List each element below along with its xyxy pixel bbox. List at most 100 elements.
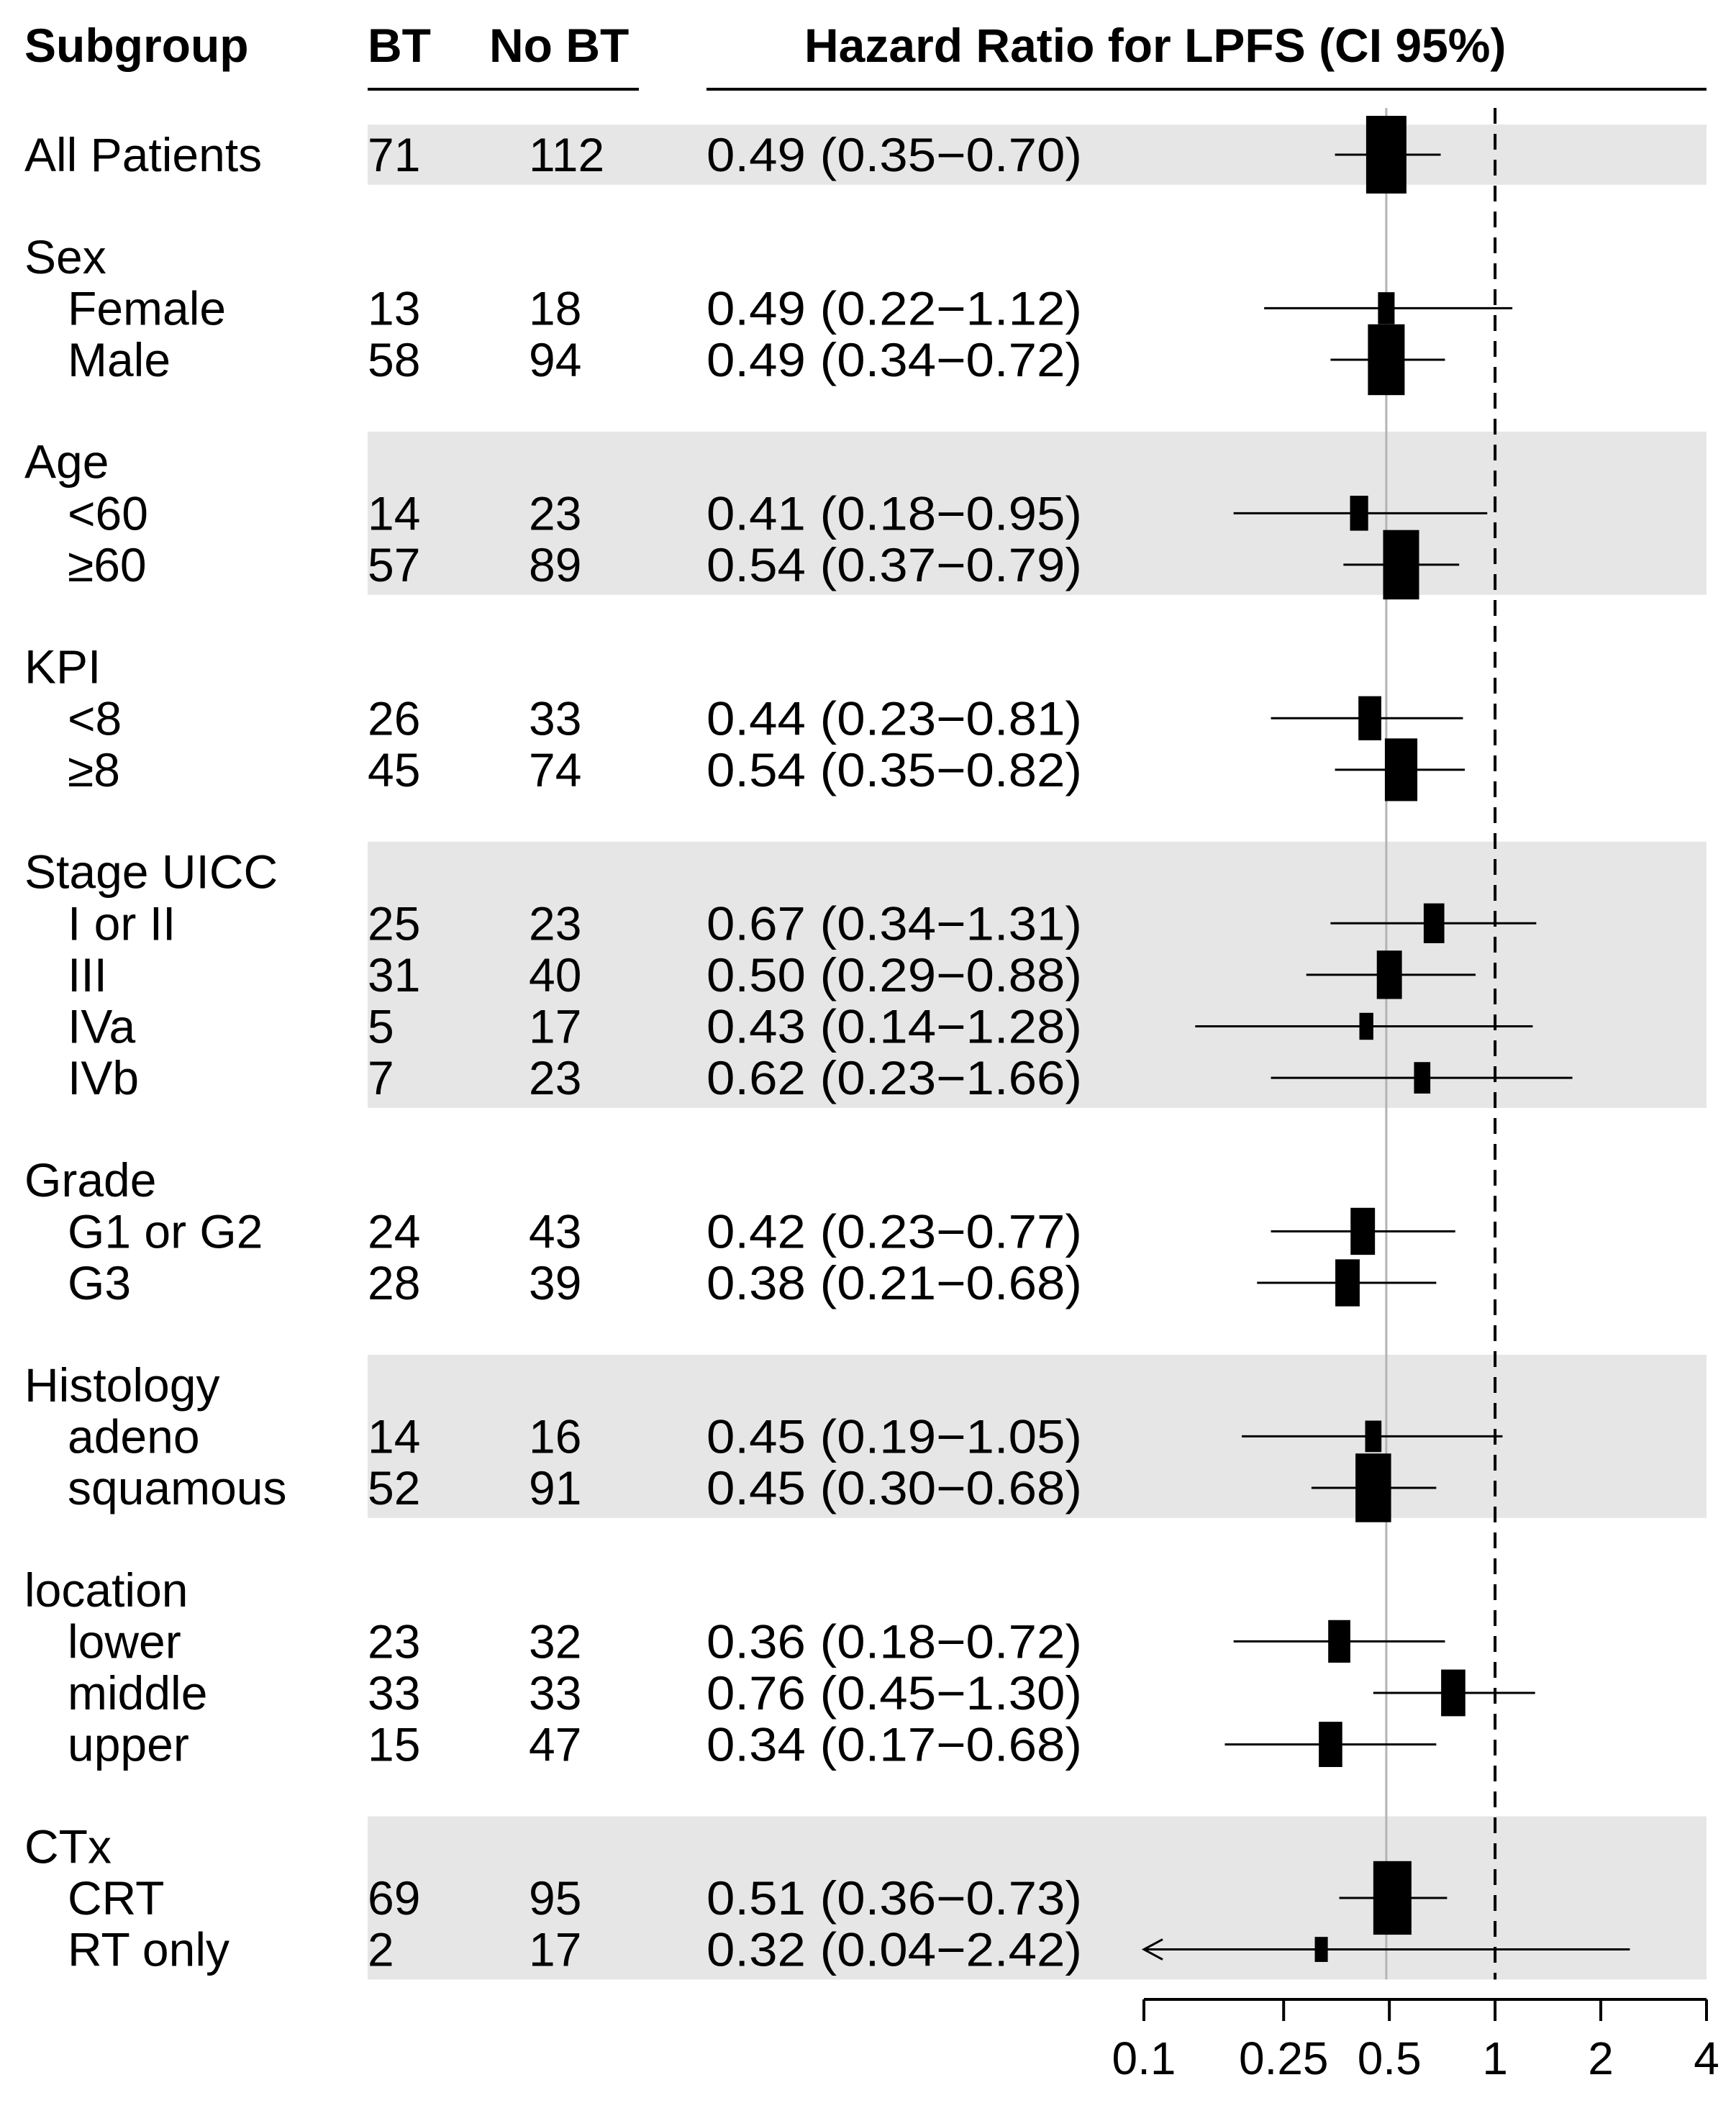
group-heading-age: Age [24, 435, 109, 489]
row-label: <60 [68, 486, 148, 540]
row-label: adeno [68, 1409, 200, 1463]
row-hr-text: 0.45 (0.30−0.68) [706, 1461, 1082, 1514]
row-bt-count: 26 [368, 691, 420, 745]
table-header: Subgroup BT No BT Hazard Ratio for LPFS … [24, 19, 1707, 91]
row-hr-text: 0.41 (0.18−0.95) [706, 486, 1082, 540]
row-no-bt-count: 47 [529, 1718, 581, 1771]
row-no-bt-count: 23 [529, 486, 581, 540]
row-no-bt-count: 43 [529, 1204, 581, 1258]
row-hr-text: 0.54 (0.35−0.82) [706, 743, 1082, 796]
row-hr-text: 0.32 (0.04−2.42) [706, 1923, 1082, 1976]
row-bt-count: 14 [368, 486, 420, 540]
row-no-bt-count: 74 [529, 743, 581, 796]
row-no-bt-count: 40 [529, 948, 581, 1001]
row-hr-text: 0.36 (0.18−0.72) [706, 1614, 1082, 1668]
hr-point-box [1414, 1062, 1431, 1094]
row-hr-text: 0.49 (0.22−1.12) [706, 281, 1082, 335]
x-tick-label: 0.5 [1358, 2032, 1422, 2084]
row-label: middle [68, 1666, 207, 1720]
row-no-bt-count: 23 [529, 1051, 581, 1104]
row-label: upper [68, 1718, 189, 1771]
row-label: G3 [68, 1256, 131, 1309]
group-heading-histology: Histology [24, 1358, 219, 1412]
group-heading-sex: Sex [24, 230, 106, 283]
row-hr-text: 0.45 (0.19−1.05) [706, 1409, 1082, 1463]
row-bt-count: 28 [368, 1256, 420, 1309]
group-heading-ctx: CTx [24, 1820, 112, 1873]
hr-point-box [1441, 1669, 1465, 1717]
row-no-bt-count: 16 [529, 1409, 581, 1463]
row-hr-text: 0.38 (0.21−0.68) [706, 1256, 1082, 1309]
row-hr-text: 0.67 (0.34−1.31) [706, 896, 1082, 950]
group-heading-stage-uicc: Stage UICC [24, 845, 278, 899]
row-no-bt-count: 33 [529, 1666, 581, 1720]
row-no-bt-count: 91 [529, 1461, 581, 1514]
x-tick-label: 4 [1694, 2032, 1719, 2084]
row-label: G1 or G2 [68, 1204, 263, 1258]
row-label: lower [68, 1614, 181, 1668]
band-all-patients [368, 124, 1707, 185]
row-hr-text: 0.34 (0.17−0.68) [706, 1718, 1082, 1771]
row-label: ≥60 [68, 538, 147, 591]
x-tick-label: 1 [1482, 2032, 1508, 2084]
row-hr-text: 0.44 (0.23−0.81) [706, 691, 1082, 745]
row-label: Male [68, 333, 171, 386]
row-no-bt-count: 18 [529, 281, 581, 335]
row-hr-text: 0.49 (0.34−0.72) [706, 333, 1082, 386]
hr-point-box [1365, 116, 1406, 194]
hr-point-box [1328, 1620, 1350, 1663]
row-no-bt-count: 17 [529, 999, 581, 1053]
row-no-bt-count: 94 [529, 333, 581, 386]
row-label: Female [68, 281, 226, 335]
row-bt-count: 5 [368, 999, 394, 1053]
row-label: III [68, 948, 107, 1001]
table-rows: All Patients 71 112 0.49 (0.35−0.70) SexFema… [24, 116, 1630, 1976]
row-no-bt-count: 89 [529, 538, 581, 591]
row-bt-count: 14 [368, 1409, 420, 1463]
hr-point-box [1335, 1259, 1360, 1307]
hr-point-box [1355, 1453, 1391, 1522]
row-bt-count: 13 [368, 281, 420, 335]
hr-point-box [1359, 1012, 1373, 1040]
hr-point-box [1358, 696, 1381, 740]
row-label: squamous [68, 1461, 287, 1514]
row-bt-count: 57 [368, 538, 420, 591]
row-bt-count: 2 [368, 1923, 394, 1976]
hr-point-box [1378, 292, 1395, 324]
row-bt-count: 31 [368, 948, 420, 1001]
row-label: CRT [68, 1871, 164, 1925]
row-bt-count: 15 [368, 1718, 420, 1771]
hr-point-box [1383, 530, 1419, 600]
row-bt-count: 69 [368, 1871, 420, 1925]
row-no-bt-count: 112 [529, 128, 604, 181]
group-heading-location: location [24, 1563, 188, 1617]
hr-point-box [1368, 324, 1405, 396]
row-bt-count: 24 [368, 1204, 420, 1258]
row-no-bt-count: 32 [529, 1614, 581, 1668]
hr-point-box [1373, 1861, 1412, 1935]
row-label: All Patients [24, 128, 262, 181]
row-hr-text: 0.51 (0.36−0.73) [706, 1871, 1082, 1925]
hr-point-box [1376, 950, 1402, 999]
row-no-bt-count: 39 [529, 1256, 581, 1309]
band-ctx [368, 1816, 1707, 1980]
row-no-bt-count: 33 [529, 691, 581, 745]
row-no-bt-count: 23 [529, 896, 581, 950]
group-heading-kpi: KPI [24, 640, 101, 694]
hr-point-box [1384, 738, 1418, 801]
row-hr-text: 0.43 (0.14−1.28) [706, 999, 1082, 1053]
hr-point-box [1319, 1722, 1342, 1768]
ci-arrow-left [1141, 1938, 1163, 1961]
x-tick-label: 0.25 [1239, 2032, 1329, 2084]
header-subgroup: Subgroup [24, 19, 249, 72]
row-bt-count: 52 [368, 1461, 420, 1514]
row-bt-count: 25 [368, 896, 420, 950]
hr-point-box [1314, 1937, 1328, 1962]
row-bt-count: 7 [368, 1051, 394, 1104]
row-hr-text: 0.50 (0.29−0.88) [706, 948, 1082, 1001]
header-no-bt: No BT [489, 19, 629, 72]
hr-point-box [1350, 1207, 1376, 1255]
row-hr-text: 0.49 (0.35−0.70) [706, 128, 1082, 181]
hr-point-box [1423, 903, 1445, 943]
